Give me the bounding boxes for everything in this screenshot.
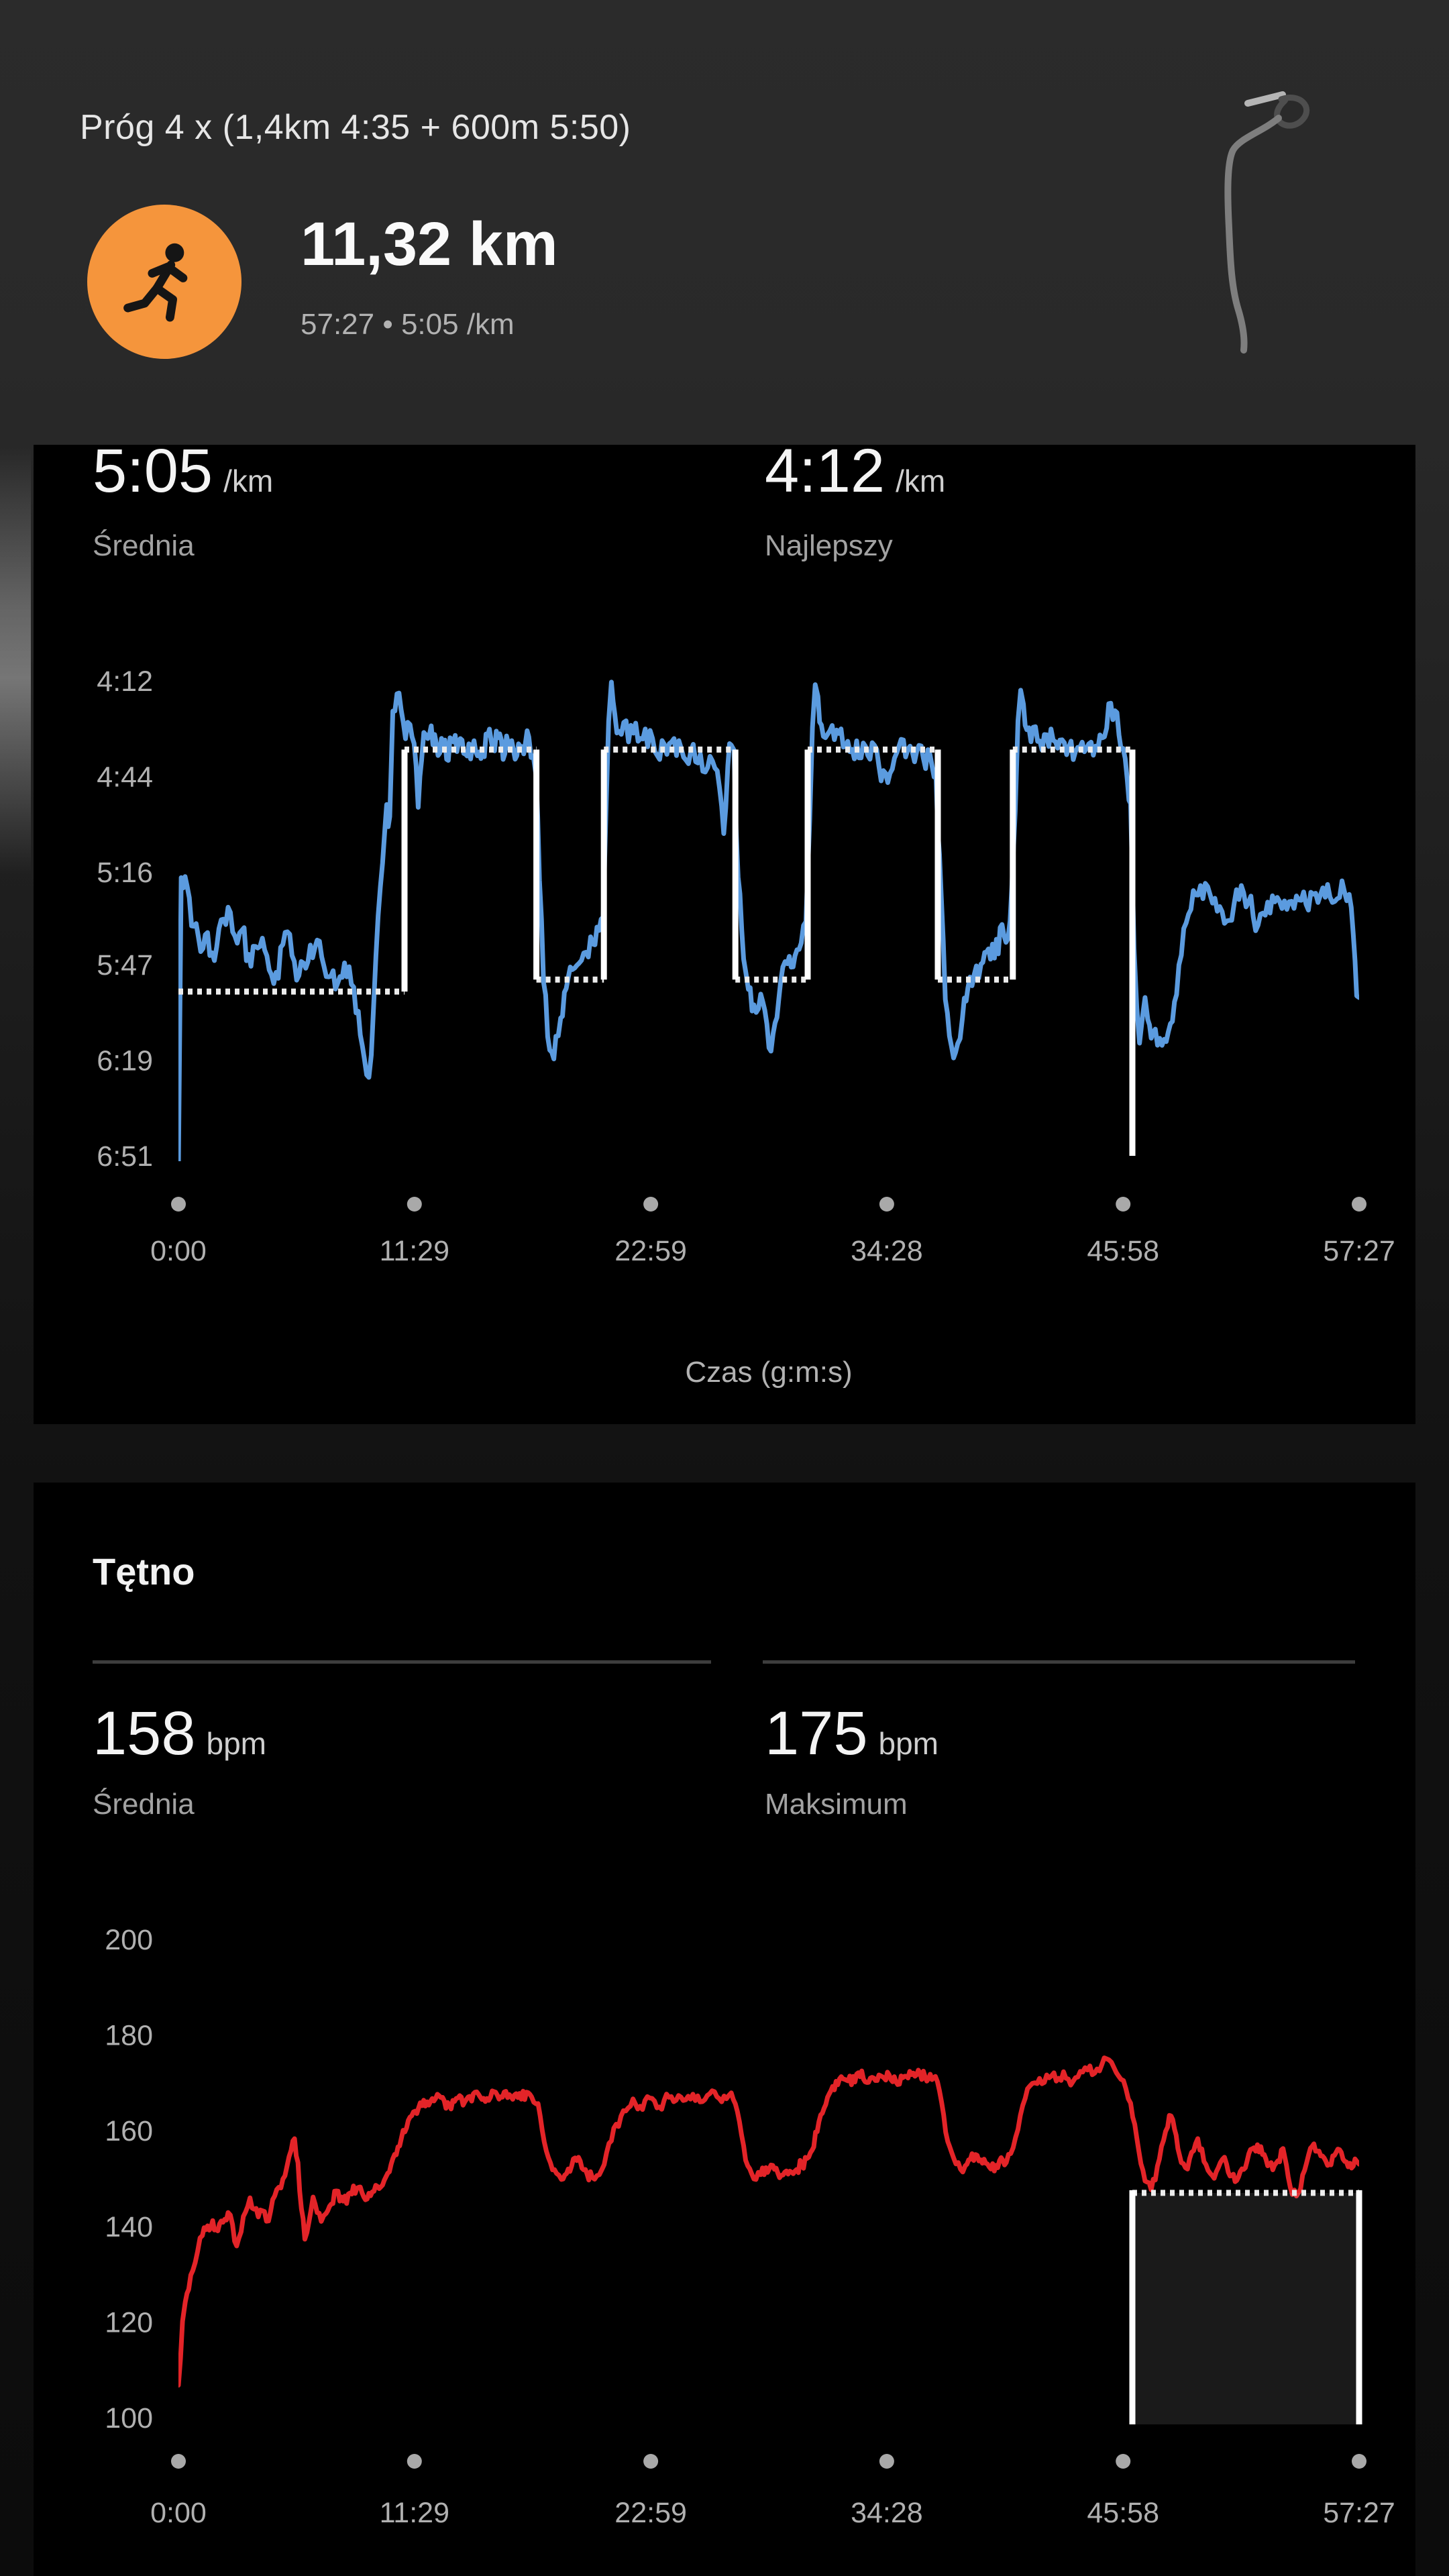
svg-text:11:29: 11:29 (380, 2497, 449, 2529)
heart-rate-title: Tętno (93, 1550, 195, 1593)
heart_rate-series (178, 2055, 1359, 2388)
hr-max-value: 175 (765, 1699, 868, 1768)
hr-average-stat: 158 bpm (93, 1703, 266, 1764)
pace-series (178, 680, 1359, 1161)
svg-text:5:16: 5:16 (97, 857, 153, 889)
svg-text:140: 140 (105, 2211, 153, 2243)
heart-rate-chart[interactable]: 200 180 160 140 120 100 0:00 11:29 22:59 34:28 45:… (34, 1483, 1415, 2576)
pace-average-label: Średnia (93, 529, 195, 562)
svg-text:57:27: 57:27 (1323, 1235, 1395, 1267)
pace-card: 5:05 /km Średnia 4:12 /km Najlepszy 4:12… (34, 440, 1415, 1424)
hr-average-unit: bpm (206, 1726, 266, 1761)
svg-text:22:59: 22:59 (614, 2497, 687, 2529)
svg-text:22:59: 22:59 (614, 1235, 687, 1267)
pace-x-axis-title: Czas (g:m:s) (685, 1356, 853, 1389)
runner-icon (123, 243, 188, 322)
time-pace-summary: 57:27 • 5:05 /km (301, 308, 515, 341)
svg-text:4:12: 4:12 (97, 665, 153, 698)
x-axis: 0:00 11:29 22:59 34:28 45:58 57:27 (150, 2454, 1395, 2529)
screen-edge-glare (0, 446, 31, 875)
y-axis: 4:12 4:44 5:16 5:47 6:19 6:51 (97, 665, 153, 1173)
heart-rate-card: Tętno 158 bpm Średnia 175 bpm Maksimum 2… (34, 1483, 1415, 2576)
hr-average-label: Średnia (93, 1788, 195, 1821)
activity-type-icon (87, 205, 241, 359)
svg-text:45:58: 45:58 (1087, 1235, 1159, 1267)
svg-text:34:28: 34:28 (851, 2497, 923, 2529)
divider (763, 1660, 1355, 1664)
svg-text:57:27: 57:27 (1323, 2497, 1395, 2529)
pace-average-unit: /km (223, 464, 274, 498)
svg-text:34:28: 34:28 (851, 1235, 923, 1267)
selection-rect[interactable] (1129, 2190, 1362, 2424)
pace-chart[interactable]: 4:12 4:44 5:16 5:47 6:19 6:51 0:00 11:29 22:59 34… (34, 445, 1415, 1424)
svg-text:4:44: 4:44 (97, 761, 153, 793)
activity-title: Próg 4 x (1,4km 4:35 + 600m 5:50) (80, 108, 631, 147)
y-axis: 200 180 160 140 120 100 (105, 1924, 153, 2434)
pace-average-stat: 5:05 /km (93, 440, 273, 502)
pace-best-label: Najlepszy (765, 529, 893, 562)
svg-text:0:00: 0:00 (150, 1235, 207, 1267)
svg-text:5:47: 5:47 (97, 949, 153, 981)
svg-text:11:29: 11:29 (380, 1235, 449, 1267)
svg-text:45:58: 45:58 (1087, 2497, 1159, 2529)
route-loop (1274, 95, 1310, 129)
svg-text:200: 200 (105, 1924, 153, 1956)
divider (93, 1660, 711, 1664)
route-map-thumbnail[interactable] (1201, 74, 1362, 369)
hr-max-label: Maksimum (765, 1788, 908, 1821)
route-path (1224, 115, 1282, 354)
hr-max-stat: 175 bpm (765, 1703, 938, 1764)
pace-best-value: 4:12 (765, 437, 885, 505)
svg-text:100: 100 (105, 2402, 153, 2434)
svg-text:120: 120 (105, 2306, 153, 2339)
route-start-segment (1244, 91, 1286, 107)
x-axis: 0:00 11:29 22:59 34:28 45:58 57:27 (150, 1197, 1395, 1267)
svg-text:180: 180 (105, 2020, 153, 2052)
pace-best-unit: /km (896, 464, 946, 498)
svg-text:6:19: 6:19 (97, 1045, 153, 1077)
hr-max-unit: bpm (878, 1726, 938, 1761)
lap-average-line (178, 746, 1136, 1156)
svg-text:160: 160 (105, 2115, 153, 2147)
svg-text:0:00: 0:00 (150, 2497, 207, 2529)
hr-average-value: 158 (93, 1699, 196, 1768)
pace-average-value: 5:05 (93, 437, 213, 505)
distance-value: 11,32 km (301, 210, 558, 278)
pace-best-stat: 4:12 /km (765, 440, 945, 502)
svg-text:6:51: 6:51 (97, 1140, 153, 1173)
